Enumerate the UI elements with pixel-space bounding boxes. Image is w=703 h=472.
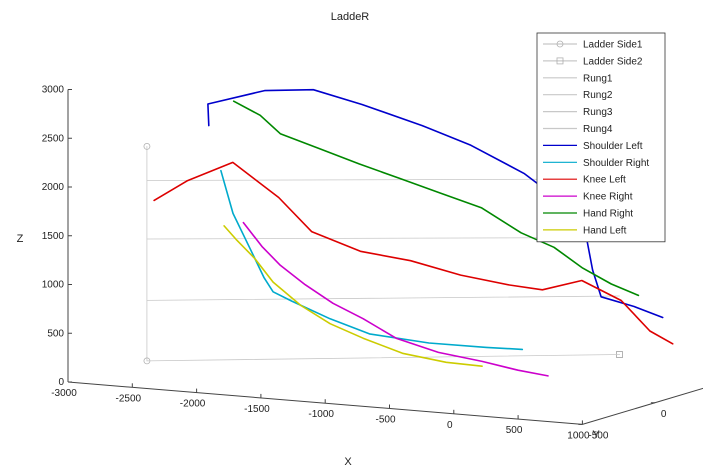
z-tick-label: 2500 [42, 133, 65, 144]
legend-label: Ladder Side1 [583, 40, 643, 51]
z-tick-label: 1500 [42, 231, 65, 242]
x-tick-label: -1000 [308, 409, 334, 420]
legend-label: Rung3 [583, 107, 613, 118]
z-tick-label: 3000 [42, 85, 65, 96]
z-tick-label: 1000 [42, 280, 65, 291]
z-tick-label: 2000 [42, 182, 65, 193]
x-tick-label: 0 [447, 420, 453, 431]
x-tick-label: -500 [375, 415, 395, 426]
legend-label: Rung4 [583, 124, 613, 135]
y-tick-label: 0 [661, 409, 667, 420]
axes-frame [67, 89, 703, 425]
x-tick-label: -1500 [244, 404, 270, 415]
series-line-hand-left [223, 225, 483, 367]
ladder-marker [143, 142, 151, 150]
legend-label: Shoulder Right [583, 158, 649, 169]
x-tick-label: -2500 [116, 393, 142, 404]
series-line-shoulder-right [220, 169, 524, 351]
series-line-shoulder-left [207, 88, 664, 319]
series-group [153, 88, 674, 377]
legend-label: Shoulder Left [583, 141, 643, 152]
legend-label: Knee Left [583, 175, 626, 186]
legend: Ladder Side1 Ladder Side2 Rung1 Rung2 Rung3 R… [536, 32, 666, 243]
x-tick-label: -3000 [51, 388, 77, 399]
legend-label: Hand Left [583, 225, 627, 236]
x-tick-label: 500 [506, 425, 523, 436]
legend-label: Ladder Side2 [583, 56, 643, 67]
series-line-rung1 [146, 354, 620, 362]
y-tick-label: -500 [588, 430, 608, 441]
z-tick-label: 500 [47, 328, 64, 339]
z-axis-label: Z [17, 233, 24, 245]
legend-label: Rung1 [583, 73, 613, 84]
x-axis-label: X [344, 456, 352, 468]
x-tick-label: -2000 [180, 399, 206, 410]
tick-labels: -3000 -2500 -2000 -1500 -1000 -500 0 500 1000-50… [42, 85, 667, 442]
legend-label: Knee Right [583, 192, 633, 203]
legend-label: Hand Right [583, 209, 633, 220]
series-line-rung2 [146, 295, 620, 301]
z-tick-label: 0 [58, 377, 64, 388]
series-line-hand-right [232, 100, 640, 297]
series-line-knee-right [242, 221, 549, 377]
y-axis-line [582, 387, 703, 425]
legend-marker [556, 40, 564, 48]
legend-box [536, 32, 666, 243]
legend-marker [556, 57, 564, 65]
chart-title: LaddeR [331, 11, 370, 23]
series-line-knee-left [153, 161, 674, 345]
legend-label: Rung2 [583, 90, 613, 101]
y-axis-label: Y [592, 429, 600, 441]
x-tick-label: 1000 [567, 430, 590, 441]
